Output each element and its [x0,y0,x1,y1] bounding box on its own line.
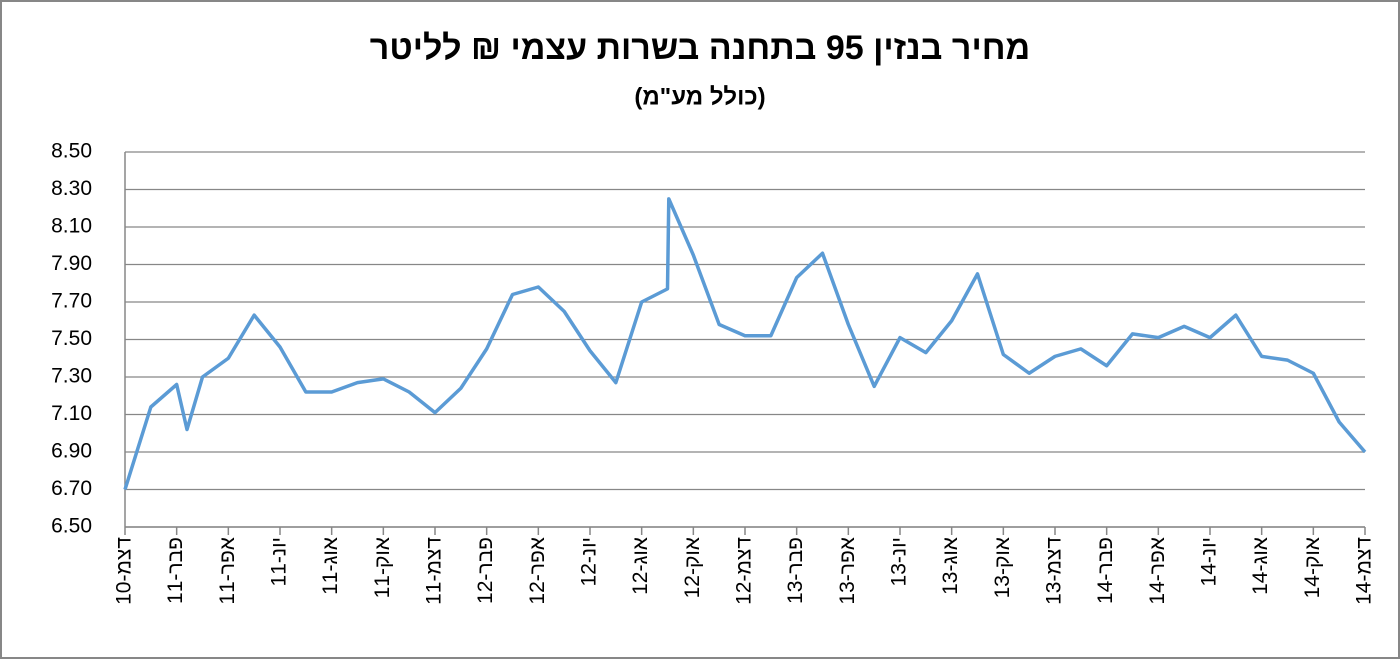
x-tick-label: דצמ-11 [423,537,446,605]
x-tick-label: דצמ-10 [113,537,136,605]
y-tick-label: 7.50 [51,327,92,350]
x-tick-label: אפר-14 [1146,537,1169,605]
x-tick-label: אוג-14 [1249,537,1272,595]
y-tick-label: 7.30 [51,365,92,388]
x-tick-label: פבר-14 [1094,537,1117,604]
x-tick-label: אוג-12 [629,537,652,595]
y-tick-label: 8.10 [51,215,92,238]
x-tick-label: יונ-12 [578,537,601,586]
x-tick-label: אוק-11 [371,537,394,598]
x-tick-label: דצמ-12 [733,537,756,605]
y-tick-label: 7.70 [51,290,92,313]
x-tick-label: יונ-13 [888,537,911,586]
y-tick-label: 7.10 [51,402,92,425]
x-tick-label: יונ-11 [268,537,291,586]
data-line [123,197,1367,491]
y-tick-label: 6.70 [51,477,92,500]
chart-subtitle: (כולל מע"מ) [634,83,765,110]
x-tick-label: אוק-12 [681,537,704,598]
x-tick-label: אוג-11 [319,537,342,595]
x-tick-label: פבר-12 [474,537,497,604]
x-tick-label: אוג-13 [939,537,962,595]
x-tick-label: אוק-14 [1301,537,1324,598]
x-tick-label: דצמ-14 [1353,537,1376,605]
y-tick-label: 8.30 [51,177,92,200]
y-tick-label: 6.50 [51,515,92,538]
x-tick-label: אוק-13 [991,537,1014,598]
x-tick-label: אפר-13 [836,537,859,605]
x-tick-label: אפר-12 [526,537,549,605]
x-tick-label: פבר-13 [784,537,807,604]
x-tick-label: אפר-11 [216,537,239,605]
y-tick-label: 8.50 [51,140,92,163]
x-tick-label: יונ-14 [1198,537,1221,586]
y-tick-label: 7.90 [51,252,92,275]
y-tick-label: 6.90 [51,440,92,463]
x-tick-label: דצמ-13 [1043,537,1066,605]
x-tick-label: פבר-11 [164,537,187,604]
chart-title: מחיר בנזין 95 בתחנה בשרות עצמי ₪ לליטר [370,29,1031,67]
